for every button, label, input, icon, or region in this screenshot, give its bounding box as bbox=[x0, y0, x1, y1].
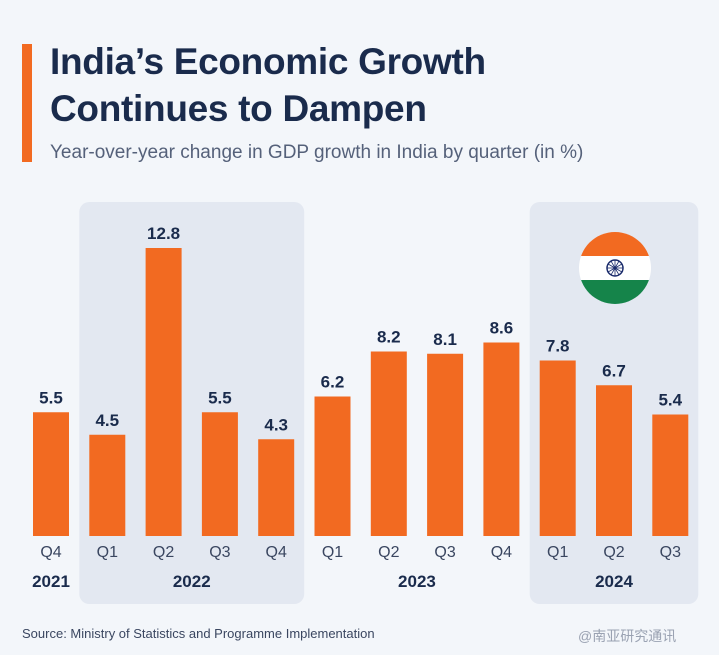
bar-9 bbox=[539, 360, 576, 536]
bar-1 bbox=[89, 434, 126, 536]
india-flag-icon bbox=[579, 232, 651, 304]
title-line-2: Continues to Dampen bbox=[50, 88, 427, 129]
quarter-label-0: Q4 bbox=[40, 544, 61, 561]
value-label-5: 6.2 bbox=[321, 373, 345, 392]
bar-11 bbox=[652, 414, 689, 536]
quarter-label-9: Q1 bbox=[547, 544, 568, 561]
flag-chakra-spoke bbox=[607, 267, 616, 273]
page-title: India’s Economic Growth Continues to Dam… bbox=[50, 38, 486, 132]
value-label-2: 12.8 bbox=[147, 224, 180, 243]
value-label-4: 4.3 bbox=[264, 415, 288, 434]
quarter-label-3: Q3 bbox=[209, 544, 230, 561]
value-label-8: 8.6 bbox=[490, 319, 514, 338]
quarter-label-10: Q2 bbox=[603, 544, 624, 561]
title-line-1: India’s Economic Growth bbox=[50, 41, 486, 82]
quarter-label-2: Q2 bbox=[153, 544, 174, 561]
quarter-label-4: Q4 bbox=[266, 544, 287, 561]
value-label-10: 6.7 bbox=[602, 361, 626, 380]
year-label-2022: 2022 bbox=[173, 572, 211, 591]
bar-2 bbox=[145, 248, 182, 536]
value-label-6: 8.2 bbox=[377, 328, 401, 347]
watermark: @南亚研究通讯 bbox=[578, 628, 677, 644]
value-label-0: 5.5 bbox=[39, 388, 63, 407]
bar-0 bbox=[33, 412, 69, 536]
flag-chakra-spoke bbox=[614, 267, 620, 276]
value-label-7: 8.1 bbox=[433, 330, 457, 349]
bar-8 bbox=[483, 342, 520, 536]
bar-4 bbox=[258, 439, 295, 536]
quarter-label-11: Q3 bbox=[660, 544, 681, 561]
value-label-11: 5.4 bbox=[658, 391, 682, 410]
bar-5 bbox=[314, 396, 351, 536]
value-label-3: 5.5 bbox=[208, 388, 232, 407]
quarter-label-7: Q3 bbox=[434, 544, 455, 561]
value-label-9: 7.8 bbox=[546, 337, 570, 356]
bar-3 bbox=[201, 412, 238, 536]
flag-chakra-spoke bbox=[610, 260, 616, 269]
flag-chakra-spoke bbox=[614, 267, 623, 273]
quarter-label-8: Q4 bbox=[491, 544, 512, 561]
bar-7 bbox=[427, 353, 464, 536]
quarter-label-6: Q2 bbox=[378, 544, 399, 561]
flag-chakra-spoke bbox=[607, 263, 616, 269]
year-label-2023: 2023 bbox=[398, 572, 436, 591]
flag-chakra-spoke bbox=[614, 263, 623, 269]
title-accent-bar bbox=[22, 44, 32, 162]
flag-chakra-spoke bbox=[614, 260, 620, 269]
bar-10 bbox=[596, 385, 632, 536]
year-band-2022 bbox=[79, 202, 305, 604]
source-note: Source: Ministry of Statistics and Progr… bbox=[22, 626, 375, 641]
flag-chakra-spoke bbox=[610, 267, 616, 276]
bar-6 bbox=[370, 351, 407, 536]
value-label-1: 4.5 bbox=[95, 411, 119, 430]
subtitle: Year-over-year change in GDP growth in I… bbox=[50, 142, 584, 163]
year-label-2024: 2024 bbox=[595, 572, 633, 591]
quarter-label-5: Q1 bbox=[322, 544, 343, 561]
quarter-label-1: Q1 bbox=[97, 544, 118, 561]
year-label-2021: 2021 bbox=[32, 572, 70, 591]
